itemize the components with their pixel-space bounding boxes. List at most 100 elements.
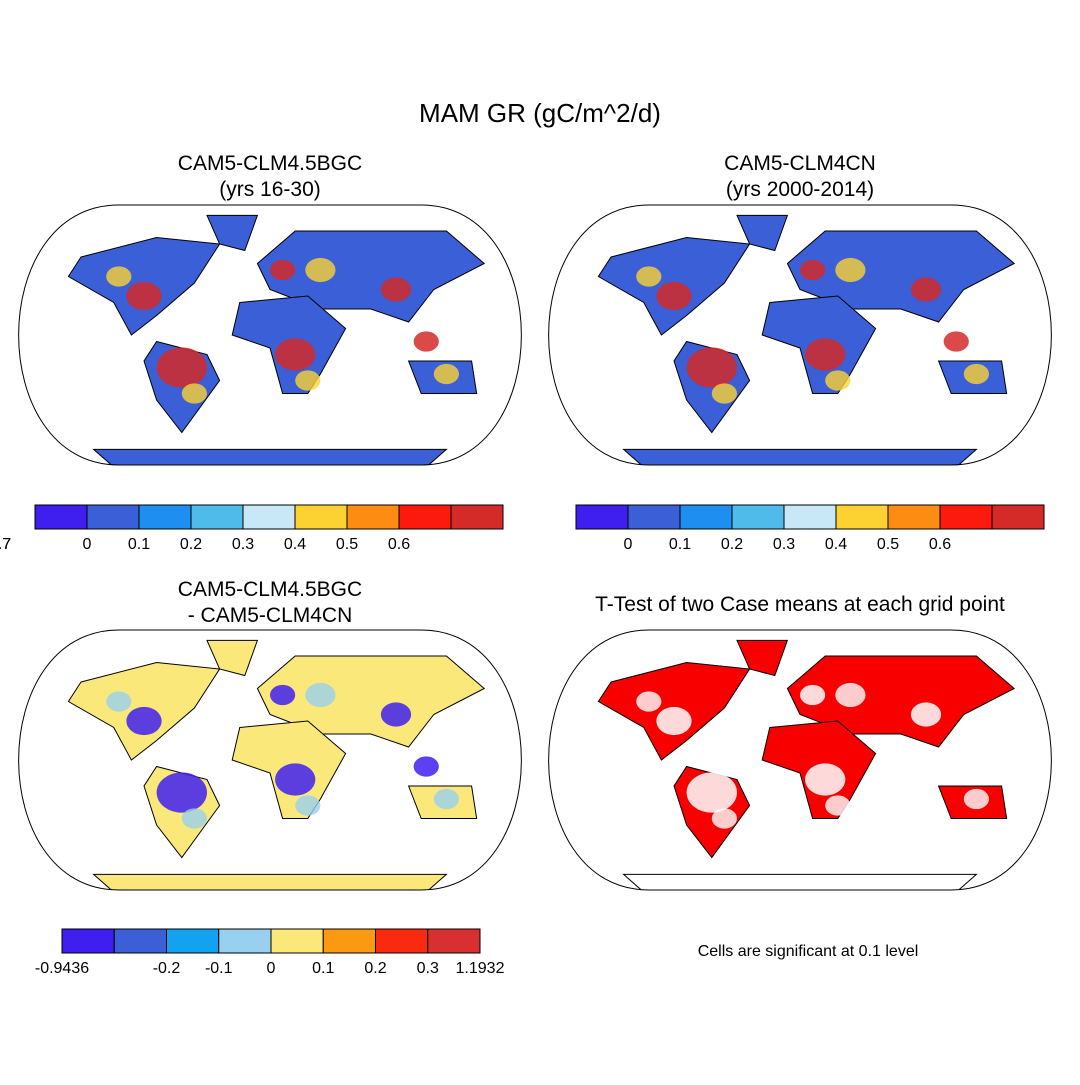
colorbar-box (427, 928, 481, 954)
colorbar-label: 0.6 (929, 536, 951, 553)
hot-spot (156, 772, 207, 813)
colorbar-label: 0.5 (336, 536, 358, 553)
panel-title: CAM5-CLM4.5BGC (178, 578, 362, 601)
note: Cells are significant at 0.1 level (698, 943, 919, 960)
colorbar-label: -0.2 (153, 960, 181, 977)
map (548, 630, 1052, 890)
hot-spot (433, 788, 459, 810)
hot-spot (636, 266, 662, 287)
hot-spot (805, 763, 846, 796)
colorbar-box (242, 504, 296, 530)
colorbar-box (190, 504, 244, 530)
hot-spot (686, 772, 737, 813)
hot-spot (433, 363, 459, 385)
colorbar-label: 0.1 (128, 536, 150, 553)
panel-title: T-Test of two Case means at each grid po… (595, 593, 1005, 616)
colorbar-label: -0.9436 (35, 960, 89, 977)
colorbar-label: -0.1 (205, 960, 233, 977)
colorbar-label: 0.2 (180, 536, 202, 553)
colorbar-box (939, 504, 993, 530)
hot-spot (106, 266, 132, 287)
hot-spot (656, 706, 692, 736)
hot-spot (636, 691, 662, 712)
colorbar-label: 0.4 (284, 536, 306, 553)
hot-spot (181, 808, 207, 829)
panel-title: (yrs 16-30) (219, 178, 321, 201)
hot-spot (126, 706, 162, 736)
colorbar-box (294, 504, 348, 530)
hot-spot (270, 259, 296, 281)
continent (622, 873, 978, 890)
continent (622, 448, 978, 465)
continent (92, 873, 448, 890)
map (18, 205, 522, 465)
hot-spot (805, 338, 846, 371)
colorbar-box (346, 504, 400, 530)
panel-title: (yrs 2000-2014) (726, 178, 874, 201)
colorbar-box (218, 928, 272, 954)
colorbar-box (450, 504, 504, 530)
colorbar-box (86, 504, 140, 530)
colorbar-label: 0.6 (388, 536, 410, 553)
colorbar-label: 0 (83, 536, 92, 553)
hot-spot (106, 691, 132, 712)
hot-spot (825, 370, 851, 391)
colorbar-label: 0.3 (232, 536, 254, 553)
colorbar-label: 0.3 (417, 960, 439, 977)
continent (736, 639, 789, 677)
colorbar-box (166, 928, 220, 954)
panel-title: CAM5-CLM4CN (724, 152, 876, 175)
colorbar-label: 0.2 (364, 960, 386, 977)
continent (92, 448, 448, 465)
colorbar-label: 0 (624, 536, 633, 553)
map (18, 630, 522, 890)
hot-spot (275, 338, 316, 371)
colorbar-label: 1.1932 (456, 960, 505, 977)
hot-spot (943, 331, 969, 352)
continent (206, 639, 259, 677)
continent (206, 214, 259, 252)
colorbar-box (627, 504, 681, 530)
colorbar-box (731, 504, 785, 530)
colorbar-label: 0.1 (669, 536, 691, 553)
panel-title: - CAM5-CLM4CN (188, 604, 353, 627)
hot-spot (305, 682, 336, 708)
hot-spot (800, 684, 826, 706)
hot-spot (910, 702, 942, 727)
colorbar-box (887, 504, 941, 530)
continent (736, 214, 789, 252)
map-outline (18, 629, 522, 891)
colorbar-box (113, 928, 167, 954)
colorbar-box (61, 928, 115, 954)
map-outline (548, 629, 1052, 891)
colorbar-box (138, 504, 192, 530)
colorbar-label: 0.5 (877, 536, 899, 553)
colorbar-box (835, 504, 889, 530)
hot-spot (413, 756, 439, 777)
hot-spot (711, 808, 738, 829)
map-outline (18, 204, 522, 466)
hot-spot (413, 331, 439, 352)
hot-spot (156, 347, 207, 388)
colorbar-box (375, 928, 429, 954)
hot-spot (963, 788, 990, 810)
hot-spot (800, 259, 826, 281)
hot-spot (835, 257, 866, 283)
colorbar-label: 0.7 (0, 536, 11, 553)
hot-spot (380, 277, 412, 302)
map-outline (548, 204, 1052, 466)
colorbar-label: 0.4 (825, 536, 847, 553)
hot-spot (910, 277, 942, 302)
colorbar-box (575, 504, 629, 530)
hot-spot (181, 383, 207, 404)
hot-spot (295, 370, 321, 391)
map (548, 205, 1052, 465)
hot-spot (943, 756, 969, 777)
colorbar-box (322, 928, 376, 954)
hot-spot (275, 763, 316, 796)
colorbar-box (270, 928, 324, 954)
hot-spot (305, 257, 336, 283)
hot-spot (686, 347, 737, 388)
hot-spot (295, 795, 321, 816)
